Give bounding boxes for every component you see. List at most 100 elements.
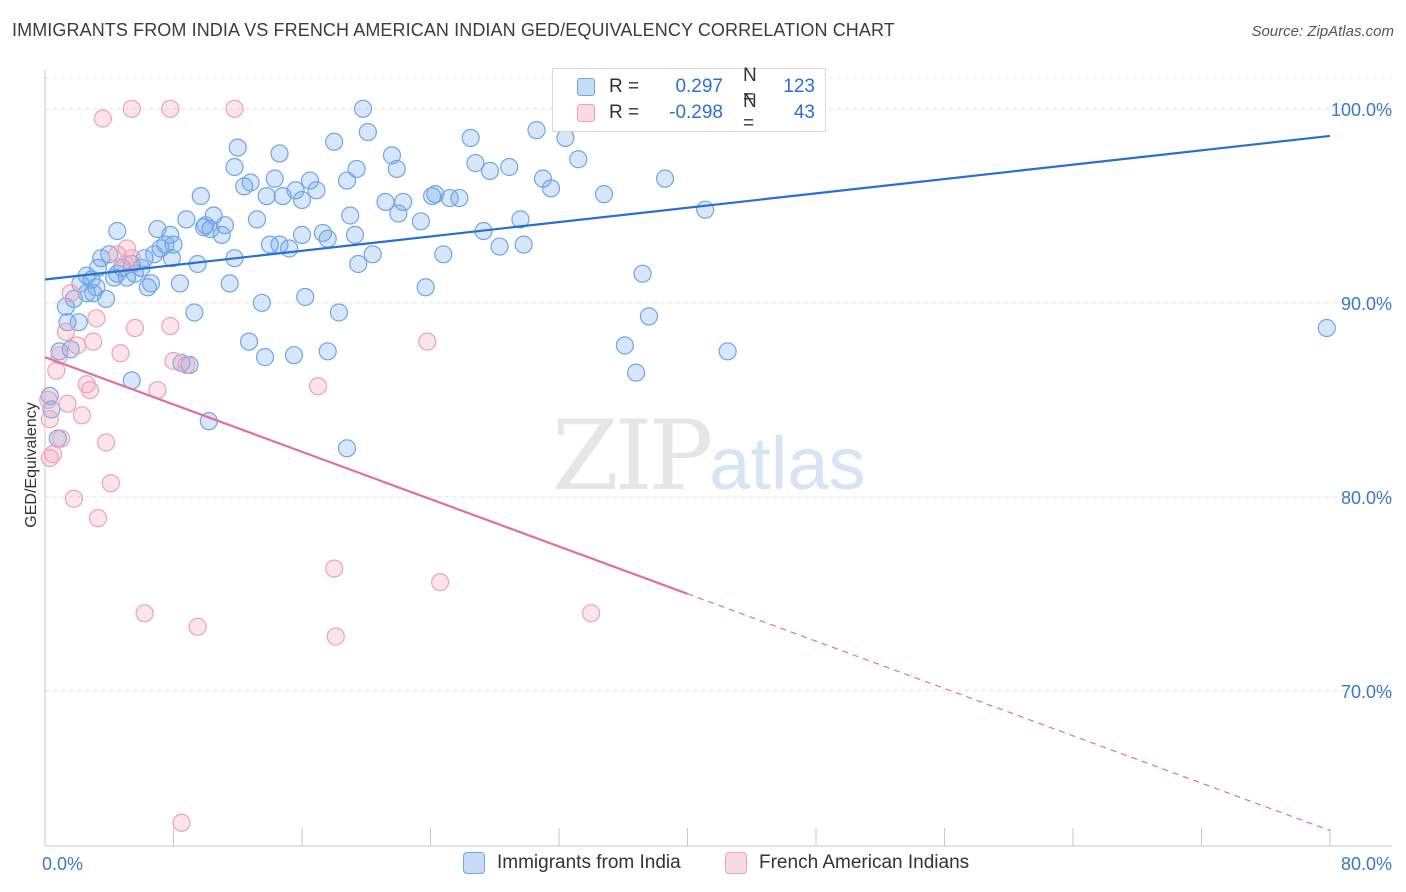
india-point — [265, 169, 284, 188]
tick-labels: 70.0% 80.0% 90.0% 100.0% 0.0% 80.0% GED/Equiva… — [23, 100, 1392, 874]
french-point — [582, 604, 601, 623]
series-label-india: Immigrants from India — [497, 852, 681, 873]
india-point — [423, 187, 442, 206]
y-tick-label: 100.0% — [1331, 100, 1392, 120]
legend-r-label: R = — [609, 76, 640, 97]
legend-row-india: R = 0.297 N = 123 — [577, 65, 815, 108]
legend-r-value: 0.297 — [675, 76, 723, 97]
india-point — [426, 185, 445, 204]
india-point — [490, 237, 509, 256]
french-point — [40, 448, 59, 468]
india-point — [655, 169, 675, 188]
french-point — [80, 381, 100, 400]
india-point — [296, 287, 315, 307]
french-point — [225, 99, 244, 118]
series-legend-india[interactable]: Immigrants from India — [463, 852, 681, 874]
french-point — [161, 99, 180, 118]
india-point — [164, 235, 183, 254]
india-point — [228, 138, 247, 157]
series-swatch-india — [463, 852, 485, 874]
french-point — [172, 813, 191, 832]
french-point — [326, 627, 345, 646]
india-point — [108, 221, 127, 241]
india-point — [511, 210, 530, 229]
y-tick-label: 80.0% — [1341, 488, 1392, 508]
french-point — [68, 336, 87, 355]
series-swatch-french — [725, 852, 747, 874]
india-point — [387, 159, 406, 179]
india-point — [389, 204, 408, 223]
india-point — [337, 439, 357, 458]
india-point — [615, 336, 634, 355]
french-point — [177, 355, 196, 374]
india-point — [696, 200, 715, 219]
india-point — [434, 245, 453, 264]
source-label: Source: ZipAtlas.com — [1251, 23, 1394, 40]
french-point — [64, 489, 84, 508]
india-point — [292, 190, 312, 210]
india-point — [527, 121, 546, 140]
french-point — [58, 394, 77, 413]
french-point — [418, 332, 437, 351]
india-point — [480, 161, 500, 180]
india-point — [194, 218, 214, 237]
watermark-atlas: atlas — [709, 422, 866, 505]
india-point — [286, 181, 305, 200]
india-point — [416, 278, 435, 297]
india-point — [161, 225, 180, 244]
india-point — [252, 293, 271, 312]
india-point — [307, 181, 326, 200]
french-trend-line — [44, 356, 688, 595]
india-point — [185, 303, 204, 322]
india-point — [280, 239, 299, 258]
india-point — [255, 348, 275, 367]
legend-n-value: 43 — [793, 102, 815, 123]
series-legend-french[interactable]: French American Indians — [725, 852, 969, 874]
legend-r-value: -0.298 — [669, 102, 723, 123]
chart-title: IMMIGRANTS FROM INDIA VS FRENCH AMERICAN… — [12, 20, 895, 40]
french-trend-extension — [687, 593, 1331, 832]
india-point — [341, 206, 360, 225]
india-point — [461, 128, 480, 147]
india-point — [394, 192, 413, 212]
legend-n-label: N = — [743, 65, 757, 108]
india-point — [170, 274, 190, 293]
india-point — [96, 289, 116, 309]
india-point — [201, 219, 220, 239]
legend-row-french: R = -0.298 N = 43 — [577, 91, 815, 134]
india-point — [594, 185, 614, 204]
india-point — [345, 225, 365, 244]
india-point — [347, 159, 366, 179]
french-point — [325, 559, 344, 578]
india-point — [376, 192, 395, 212]
india-point — [247, 210, 267, 229]
india-point — [225, 157, 244, 177]
french-point — [117, 239, 137, 258]
india-point — [349, 254, 368, 274]
y-tick-label: 90.0% — [1341, 294, 1392, 314]
india-point — [500, 157, 519, 177]
french-point — [161, 316, 180, 336]
india-point — [87, 278, 106, 297]
french-point — [96, 433, 116, 452]
india-point — [135, 249, 154, 268]
french-point — [77, 375, 96, 394]
legend-swatch-india — [577, 78, 595, 96]
india-point — [162, 249, 181, 268]
french-point — [87, 309, 106, 328]
india-point — [382, 146, 402, 165]
india-point — [450, 188, 469, 208]
french-point — [431, 573, 450, 592]
india-point — [69, 313, 88, 332]
legend-n-label: N = — [743, 91, 757, 134]
trend-lines — [44, 134, 1331, 832]
y-axis-label: GED/Equivalency — [23, 402, 40, 527]
india-point — [358, 122, 377, 142]
series-legend: Immigrants from India French American In… — [0, 852, 1406, 878]
x-tick-label: 0.0% — [42, 854, 83, 874]
india-point — [318, 229, 337, 248]
india-point — [257, 187, 276, 206]
india-point — [292, 225, 312, 244]
india-trend-line — [44, 134, 1331, 281]
india-point — [329, 303, 349, 322]
